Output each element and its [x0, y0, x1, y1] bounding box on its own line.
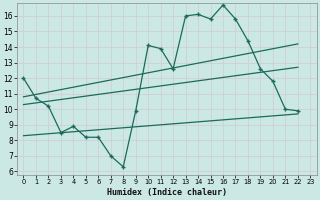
X-axis label: Humidex (Indice chaleur): Humidex (Indice chaleur) [107, 188, 227, 197]
